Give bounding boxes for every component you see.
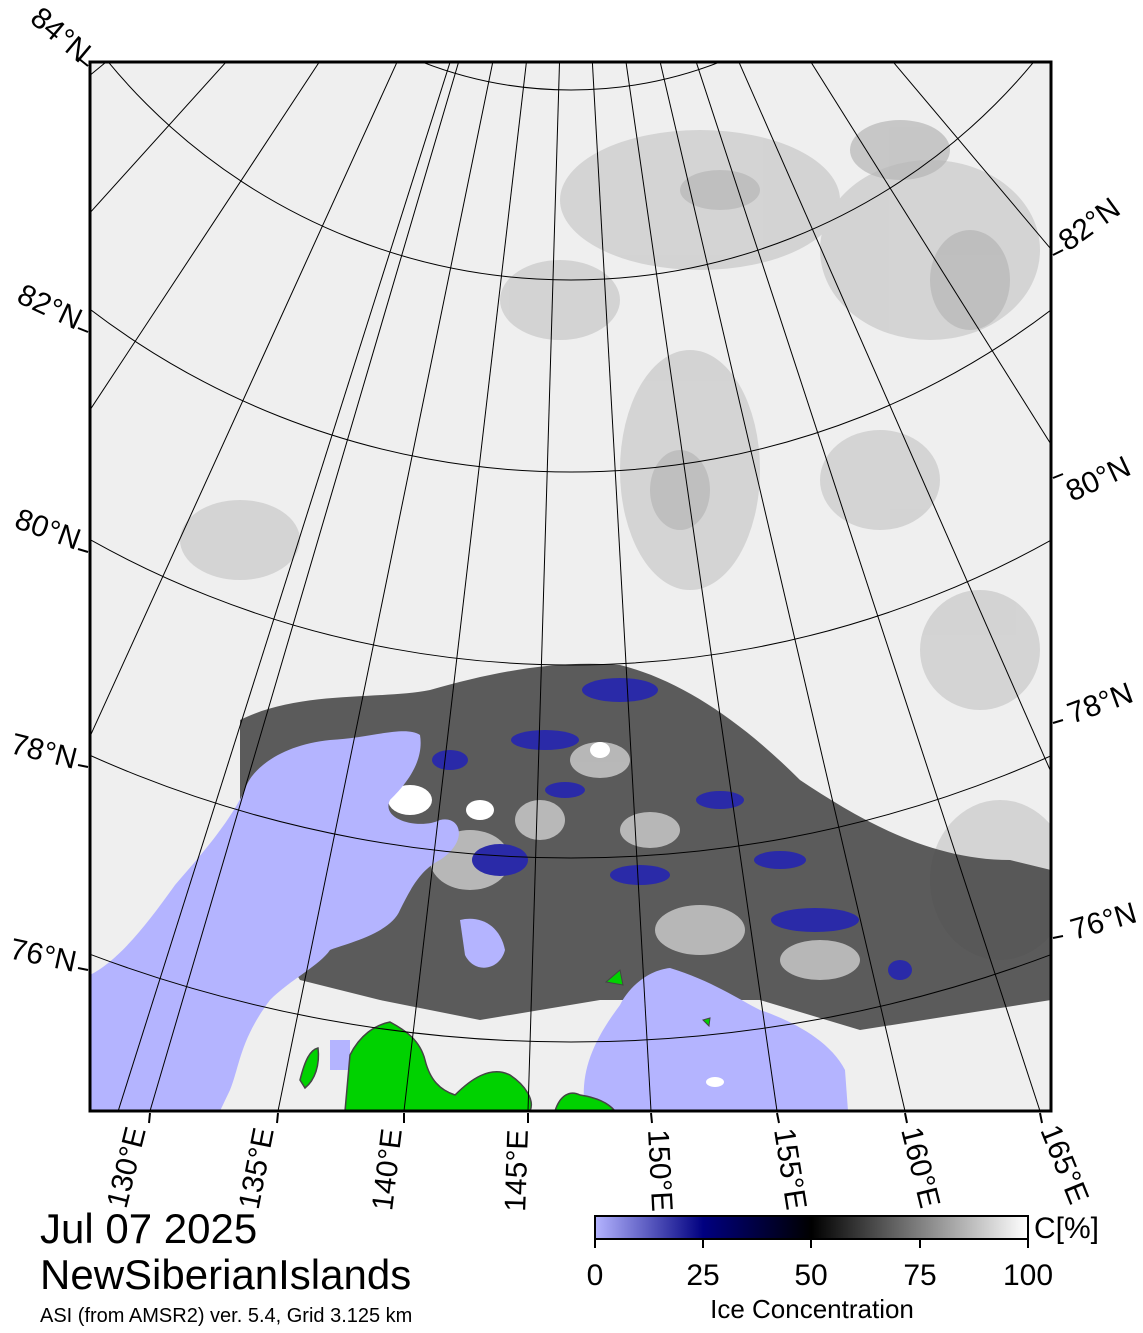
meridian-145: [527, 62, 561, 1111]
meridian-155: [625, 62, 778, 1111]
colorbar-tick-50: 50: [794, 1259, 828, 1292]
meridian-140: [403, 62, 527, 1111]
lon-label-135: 135°E: [233, 1125, 281, 1212]
graticule: [90, 62, 1051, 1111]
colorbar-tick-75: 75: [903, 1259, 937, 1292]
meridian-135: [277, 62, 494, 1111]
region-label: NewSiberianIslands: [40, 1251, 412, 1298]
colorbar: [594, 1215, 1029, 1240]
lon-label-145: 145°E: [499, 1129, 535, 1212]
open-water-laptev: [90, 731, 459, 1111]
latitude-circle-82: [107, 62, 1035, 281]
meridian-165: [695, 62, 1041, 1111]
land-island-east: [554, 1092, 616, 1111]
lon-label-130: 130°E: [101, 1124, 153, 1212]
land-kotelny: [344, 1021, 532, 1111]
lon-label-140: 140°E: [366, 1127, 409, 1212]
latitude-circle-78: [90, 538, 1051, 666]
date-label: Jul 07 2025: [40, 1205, 258, 1252]
colorbar-title: Ice Concentration: [710, 1294, 914, 1324]
lat-label-84-left: 84°N: [24, 1, 97, 69]
colorbar-tick-25: 25: [686, 1259, 720, 1292]
latitude-circle-84: [420, 62, 722, 91]
land-island-west: [299, 1047, 320, 1090]
source-label: ASI (from AMSR2) ver. 5.4, Grid 3.125 km: [40, 1305, 413, 1327]
lat-label-78-right: 78°N: [1063, 677, 1137, 731]
lat-label-76-right: 76°N: [1067, 897, 1141, 947]
open-water-east-siberian: [583, 968, 848, 1111]
lat-label-82-left: 82°N: [12, 278, 87, 336]
meridian-160: [659, 62, 906, 1111]
latitude-circle-80: [90, 308, 1051, 473]
lon-label-160: 160°E: [894, 1124, 946, 1212]
lon-label-155: 155°E: [767, 1126, 812, 1212]
map-frame: [88, 60, 1053, 1113]
lat-label-80-right: 80°N: [1061, 450, 1136, 508]
meridian-130: [149, 62, 460, 1111]
lat-label-76-left: 76°N: [7, 933, 79, 979]
latitude-circle-76: [90, 754, 1051, 859]
colorbar-tick-0: 0: [586, 1259, 604, 1292]
lat-label-80-left: 80°N: [11, 503, 85, 557]
meridian-150: [591, 62, 652, 1111]
low-concentration-patches: [432, 678, 912, 980]
lon-label-150: 150°E: [641, 1129, 678, 1213]
lat-label-82-right: 82°N: [1053, 192, 1127, 258]
colorbar-unit: C[%]: [1034, 1212, 1100, 1245]
lon-label-165: 165°E: [1034, 1120, 1095, 1208]
lat-label-78-left: 78°N: [7, 728, 80, 776]
colorbar-tick-100: 100: [1002, 1259, 1054, 1292]
latitude-circle-74: [90, 953, 1051, 1043]
